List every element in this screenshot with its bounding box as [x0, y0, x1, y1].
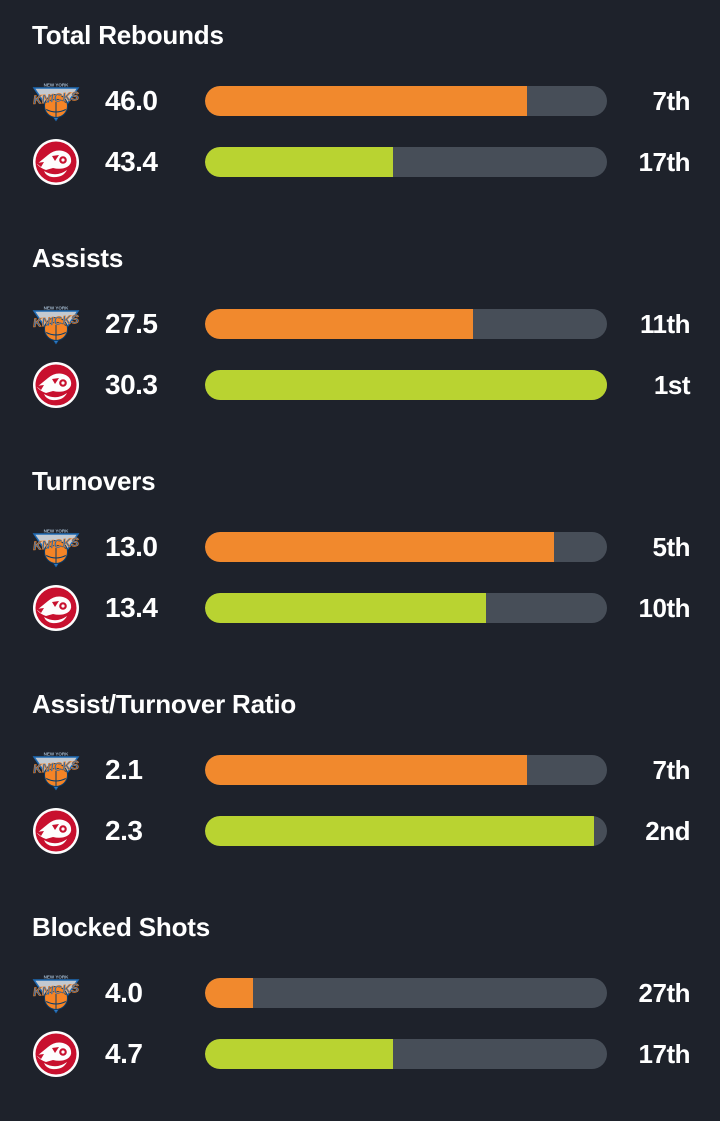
stat-rank: 17th — [638, 1038, 691, 1069]
knicks-logo-icon — [32, 523, 80, 571]
stat-bar-track — [205, 309, 607, 339]
stat-value: 4.7 — [105, 1038, 143, 1069]
knicks-logo-icon — [32, 300, 80, 348]
stat-bar-fill — [205, 816, 594, 846]
stat-value: 46.0 — [105, 85, 158, 116]
section-title: Blocked Shots — [32, 912, 210, 942]
stat-bar-track — [205, 1039, 607, 1069]
stat-section-assist-turnover-ratio: Assist/Turnover Ratio 2.1 7th 2.3 2nd — [32, 689, 691, 855]
stat-bar-track — [205, 978, 607, 1008]
stat-rank: 1st — [653, 369, 691, 400]
stat-row-knicks: 13.0 5th — [32, 523, 691, 571]
stat-section-turnovers: Turnovers 13.0 5th 13.4 10th — [32, 466, 691, 632]
stat-value: 4.0 — [105, 977, 143, 1008]
stat-bar-fill — [205, 370, 607, 400]
hawks-logo-icon — [32, 361, 80, 409]
stat-bar-track — [205, 86, 607, 116]
stat-bar-fill — [205, 532, 554, 562]
stat-bar-track — [205, 147, 607, 177]
stat-row-knicks: 4.0 27th — [32, 969, 691, 1017]
stat-bar-track — [205, 532, 607, 562]
stat-bar-fill — [205, 309, 474, 339]
stat-row-hawks: 2.3 2nd — [32, 807, 691, 855]
stat-value: 13.0 — [105, 531, 158, 562]
stat-rank: 27th — [638, 977, 691, 1008]
stat-row-knicks: 46.0 7th — [32, 77, 691, 125]
stat-row-hawks: 30.3 1st — [32, 361, 691, 409]
stat-value: 43.4 — [105, 146, 158, 177]
stat-bar-track — [205, 755, 607, 785]
section-title: Turnovers — [32, 466, 156, 496]
stat-bar-fill — [205, 593, 487, 623]
stat-value: 30.3 — [105, 369, 158, 400]
knicks-logo-icon — [32, 746, 80, 794]
stat-rank: 7th — [652, 85, 691, 116]
stat-value: 2.3 — [105, 815, 143, 846]
stat-bar-track — [205, 593, 607, 623]
stat-section-blocked-shots: Blocked Shots 4.0 27th 4.7 17th — [32, 912, 691, 1078]
hawks-logo-icon — [32, 584, 80, 632]
stat-rank: 17th — [638, 146, 691, 177]
hawks-logo-icon — [32, 807, 80, 855]
stat-row-hawks: 13.4 10th — [32, 584, 691, 632]
section-title: Assists — [32, 243, 124, 273]
hawks-logo-icon — [32, 138, 80, 186]
knicks-logo-icon — [32, 969, 80, 1017]
stat-bar-track — [205, 816, 607, 846]
stat-section-total-rebounds: Total Rebounds 46.0 7th 43.4 17th — [32, 20, 691, 186]
stat-section-assists: Assists 27.5 11th 30.3 1st — [32, 243, 691, 409]
stat-row-hawks: 4.7 17th — [32, 1030, 691, 1078]
stat-bar-fill — [205, 147, 393, 177]
stat-row-hawks: 43.4 17th — [32, 138, 691, 186]
stat-rank: 2nd — [645, 815, 690, 846]
stat-bar-fill — [205, 978, 254, 1008]
stat-rank: 11th — [639, 308, 691, 339]
stat-rank: 7th — [652, 754, 691, 785]
stat-bar-fill — [205, 86, 527, 116]
stat-value: 27.5 — [105, 308, 158, 339]
stat-value: 13.4 — [105, 592, 158, 623]
stat-value: 2.1 — [105, 754, 143, 785]
knicks-logo-icon — [32, 77, 80, 125]
section-title: Assist/Turnover Ratio — [32, 689, 297, 719]
stat-row-knicks: 2.1 7th — [32, 746, 691, 794]
stat-bar-fill — [205, 1039, 393, 1069]
stat-rank: 5th — [652, 531, 691, 562]
stat-rank: 10th — [638, 592, 691, 623]
section-title: Total Rebounds — [32, 20, 224, 50]
stat-bar-fill — [205, 755, 527, 785]
hawks-logo-icon — [32, 1030, 80, 1078]
stat-row-knicks: 27.5 11th — [32, 300, 691, 348]
stat-bar-track — [205, 370, 607, 400]
